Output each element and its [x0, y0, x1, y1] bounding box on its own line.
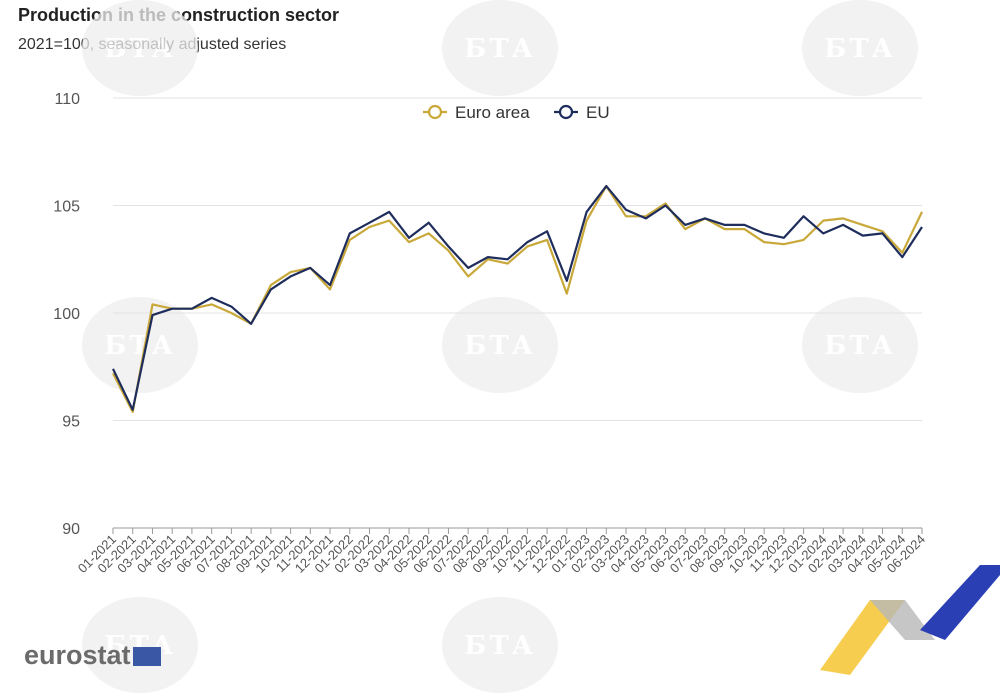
y-tick-label: 100: [53, 306, 80, 323]
watermark-logo: БТА: [442, 0, 558, 96]
y-tick-label: 90: [62, 521, 80, 538]
y-tick-label: 95: [62, 414, 80, 431]
watermark-logo: БТА: [82, 597, 198, 693]
y-tick-label: 110: [54, 91, 80, 108]
watermark-logo: БТА: [442, 597, 558, 693]
legend-label: EU: [586, 103, 610, 122]
watermark-logo: БТА: [82, 0, 198, 96]
legend-label: Euro area: [455, 103, 530, 122]
legend-marker: [558, 104, 574, 120]
brand-graphic: [820, 565, 1000, 675]
y-tick-label: 105: [53, 199, 80, 216]
legend-marker: [427, 104, 443, 120]
eu-flag-icon: [132, 647, 161, 667]
eurostat-logo: eurostat: [24, 640, 161, 671]
series-line-eu: [112, 185, 923, 411]
watermark-logo: БТА: [802, 0, 918, 96]
